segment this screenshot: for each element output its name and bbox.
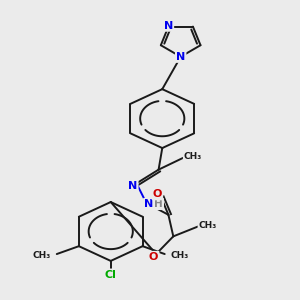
Text: N: N <box>164 21 173 31</box>
Text: CH₃: CH₃ <box>184 152 202 161</box>
Text: CH₃: CH₃ <box>199 221 217 230</box>
Text: Cl: Cl <box>105 270 117 280</box>
Text: CH₃: CH₃ <box>32 250 51 260</box>
Text: CH₃: CH₃ <box>171 250 189 260</box>
Text: N: N <box>176 52 185 62</box>
Text: N: N <box>128 181 137 191</box>
Text: N: N <box>144 199 153 209</box>
Text: O: O <box>153 189 162 199</box>
Text: H: H <box>154 199 163 209</box>
Text: O: O <box>149 252 158 262</box>
